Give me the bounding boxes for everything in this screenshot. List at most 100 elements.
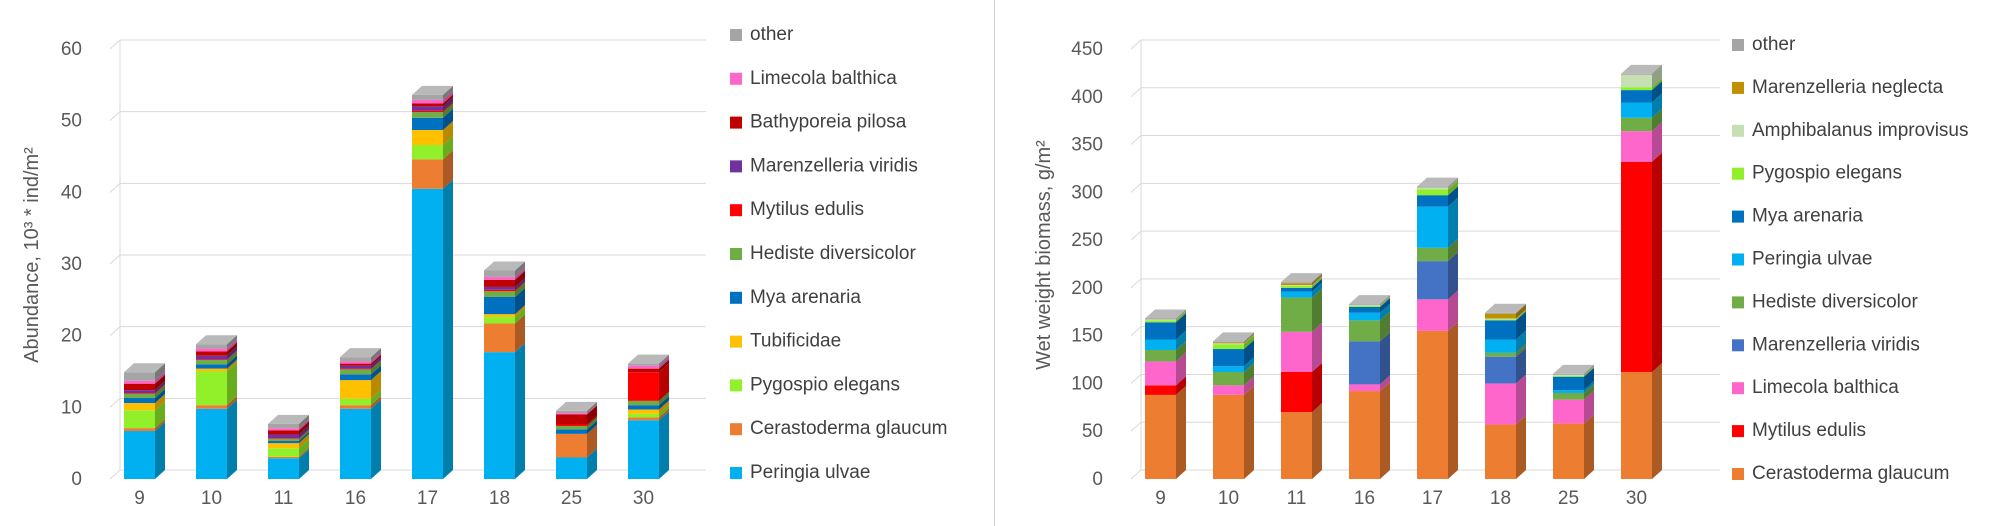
legend-label: Limecola balthica: [750, 68, 897, 89]
bar-face: [1349, 384, 1380, 392]
gridline-diag: [109, 469, 121, 480]
gridline-diag: [1130, 469, 1142, 480]
bar-side: [515, 277, 525, 290]
bar-side: [155, 421, 165, 479]
bar-face: [412, 94, 443, 100]
bar-side: [371, 354, 381, 366]
bar-side: [1584, 381, 1594, 393]
x-tick-label: 17: [1422, 488, 1443, 509]
bar-face: [268, 423, 299, 429]
bar-face: [1553, 376, 1584, 391]
bar-face: [1553, 393, 1584, 400]
bar-segment: [412, 94, 453, 107]
bar-side: [587, 448, 597, 479]
bar-top: [340, 348, 381, 358]
bar-side: [1312, 322, 1322, 372]
legend-item: Pygospio elegans: [1732, 163, 1902, 184]
bar-top: [556, 401, 597, 411]
bar-segment: [1213, 340, 1254, 367]
biomass-chart: 0 50 100 150 200 250 300 350 400 450 Wet weight bi…: [1033, 34, 1969, 509]
bar-segment: [124, 384, 165, 399]
bar-side: [443, 97, 453, 111]
bar-face: [556, 457, 587, 479]
bar-face: [1145, 339, 1176, 350]
bar-segment: [1485, 415, 1526, 479]
bar-face: [556, 425, 587, 430]
bar-face: [1621, 73, 1652, 75]
legend-label: Mytilus edulis: [1752, 420, 1866, 441]
bar-face: [124, 410, 155, 429]
bar-segment: [1621, 362, 1662, 479]
bar-face: [1417, 247, 1448, 262]
bar-face: [1485, 318, 1516, 320]
bar-side: [1380, 303, 1390, 321]
bar-face: [1213, 385, 1244, 395]
bar-side: [1244, 357, 1254, 372]
bar-segment: [340, 348, 381, 362]
legend-label: Peringia ulvae: [1752, 249, 1872, 270]
bar-segment: [1281, 288, 1322, 332]
legend-swatch: [1732, 382, 1744, 395]
bar-side: [1244, 335, 1254, 350]
bar-segment: [1349, 311, 1390, 342]
bar-face: [412, 110, 443, 113]
bar-face: [1553, 423, 1584, 479]
bar-segment: [124, 363, 165, 381]
bar-face: [196, 360, 227, 365]
x-tick-label: 9: [1155, 488, 1166, 509]
bar-segment: [124, 374, 165, 391]
bar-face: [124, 390, 155, 393]
bar-side: [515, 308, 525, 324]
bar-side: [371, 365, 381, 381]
bar-face: [412, 112, 443, 118]
bar-side: [443, 120, 453, 146]
y-tick-label: 40: [61, 182, 82, 203]
bar-side: [1652, 64, 1662, 75]
bar-side: [1244, 362, 1254, 386]
x-tick-label: 9: [134, 488, 145, 509]
bar-segment: [1621, 152, 1662, 372]
bar-side: [515, 270, 525, 287]
bar-side: [587, 424, 597, 458]
bar-side: [1312, 288, 1322, 332]
bar-segment: [1485, 310, 1526, 321]
bar-face: [484, 296, 515, 315]
bar-side: [1516, 304, 1526, 319]
bar-face: [1145, 361, 1176, 386]
bar-side: [1516, 310, 1526, 321]
x-tick-label: 11: [274, 488, 294, 509]
bar-face: [484, 276, 515, 280]
bar-segment: [1485, 347, 1526, 384]
bar-segment: [268, 419, 309, 431]
bar-side: [155, 384, 165, 399]
legend-item: Limecola balthica: [730, 68, 897, 89]
legend-item: Marenzelleria neglecta: [1732, 77, 1944, 98]
bar-side: [443, 101, 453, 113]
bar-side: [659, 354, 669, 366]
bar-side: [1516, 374, 1526, 425]
bar-face: [556, 424, 587, 426]
bar-side: [155, 401, 165, 429]
bar-segment: [484, 277, 525, 290]
bar-side: [371, 356, 381, 369]
legend-swatch: [730, 335, 742, 348]
bar-segment: [1417, 177, 1458, 188]
bar-side: [515, 314, 525, 353]
bar-face: [340, 374, 371, 381]
legend-item: Tubificidae: [730, 331, 841, 352]
bar-side: [227, 350, 237, 361]
legend-swatch: [730, 72, 742, 85]
bar-side: [587, 416, 597, 430]
bar-segment: [412, 136, 453, 160]
bar-face: [124, 380, 155, 384]
legend-item: Mya arenaria: [1732, 206, 1863, 227]
bar-face: [412, 117, 443, 130]
bar-face: [1553, 375, 1584, 377]
bar-segment: [484, 282, 525, 297]
legend-label: Pygospio elegans: [750, 374, 900, 395]
bar-side: [443, 85, 453, 100]
bar-side: [659, 356, 669, 369]
bar-side: [371, 396, 381, 409]
bar-face: [268, 438, 299, 439]
